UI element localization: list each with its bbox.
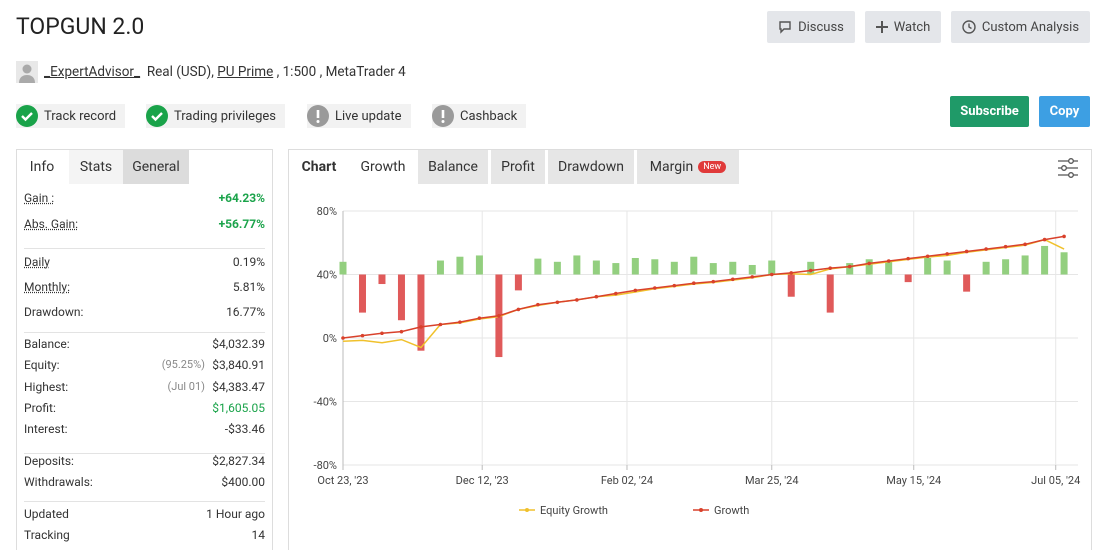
page-title: TOPGUN 2.0 — [16, 13, 145, 40]
stats-panel: Info Stats General Gain : +64.23% Abs. Gai… — [16, 149, 273, 550]
stat-label: Updated — [24, 507, 69, 521]
stat-label: Withdrawals: — [24, 475, 93, 489]
stat-label: Abs. Gain: — [24, 217, 79, 231]
stat-label: Daily — [24, 255, 50, 269]
stat-value: 5.81% — [232, 280, 265, 294]
stat-label: Interest: — [24, 422, 68, 437]
stat-value: $2,827.34 — [212, 454, 265, 468]
badge-label: Track record — [44, 108, 117, 124]
watch-button[interactable]: Watch — [865, 11, 941, 43]
subscribe-button[interactable]: Subscribe — [950, 96, 1029, 127]
avatar — [16, 61, 38, 83]
discuss-button[interactable]: Discuss — [767, 11, 855, 43]
stat-label: Monthly: — [24, 280, 70, 294]
stat-value: $1,605.05 — [212, 400, 265, 415]
stat-label: Tracking — [24, 528, 70, 542]
tab[interactable]: Margin New — [637, 150, 739, 184]
copy-button[interactable]: Copy — [1039, 96, 1090, 127]
new-badge: New — [698, 161, 727, 173]
account-details: , 1:500 , MetaTrader 4 — [276, 64, 406, 80]
stat-value: $4,032.39 — [212, 337, 265, 351]
badge: Live update — [307, 104, 411, 128]
warn-icon — [307, 105, 329, 127]
separator — [24, 501, 265, 502]
badge-label: Trading privileges — [174, 108, 276, 124]
custom-analysis-button[interactable]: Custom Analysis — [951, 11, 1090, 43]
stat-value: -$33.46 — [224, 422, 265, 437]
tab[interactable]: Info — [17, 150, 67, 184]
stat-label: Highest: — [24, 379, 69, 394]
stat-note: (Jul 01) — [167, 379, 206, 393]
stat-value: 1 Hour ago — [206, 507, 265, 521]
tab[interactable]: Drawdown — [548, 150, 634, 184]
broker-link[interactable]: PU Prime — [217, 64, 274, 80]
check-icon — [16, 105, 38, 127]
separator — [24, 332, 265, 333]
stat-label: Balance: — [24, 337, 70, 351]
button-label: Watch — [893, 19, 931, 35]
tab[interactable]: General — [123, 150, 189, 184]
separator — [24, 453, 265, 454]
settings-icon[interactable] — [1057, 158, 1079, 178]
badge-label: Live update — [335, 108, 402, 124]
stat-value: $3,840.91 — [212, 358, 265, 373]
account-type: Real (USD), — [146, 64, 214, 80]
stat-value: $400.00 — [221, 475, 265, 489]
badge: Track record — [16, 104, 126, 128]
stat-label: Equity: — [24, 358, 60, 373]
icon — [875, 21, 888, 33]
warn-icon — [432, 105, 454, 127]
icon — [962, 20, 976, 34]
tab[interactable]: Profit — [491, 150, 545, 184]
badge: Trading privileges — [146, 104, 285, 128]
separator — [24, 248, 265, 249]
button-label: Discuss — [798, 19, 844, 35]
badge-label: Cashback — [460, 108, 518, 124]
icon — [779, 21, 791, 34]
stat-value: +64.23% — [218, 191, 265, 205]
stat-label: Deposits: — [24, 454, 74, 468]
avatar-icon — [19, 64, 35, 83]
stat-label: Profit: — [24, 400, 56, 415]
stat-value: 14 — [251, 528, 266, 542]
chart-panel: Chart Growth Balance Profit Drawdown Mar… — [288, 149, 1092, 550]
account-line: _ExpertAdvisor_ Real (USD), PU Prime , 1… — [44, 64, 406, 80]
stat-value: $4,383.47 — [212, 379, 265, 394]
tab-label: Margin — [649, 159, 694, 175]
check-icon — [146, 105, 168, 127]
tab[interactable]: Balance — [418, 150, 488, 184]
stat-note: (95.25%) — [161, 358, 205, 372]
tab[interactable]: Growth — [349, 150, 417, 184]
tab-heading: Chart — [301, 159, 337, 175]
button-label: Custom Analysis — [981, 19, 1080, 35]
user-link[interactable]: _ExpertAdvisor_ — [44, 64, 141, 80]
stat-value: 16.77% — [226, 305, 265, 319]
stat-label: Drawdown: — [24, 305, 84, 319]
stat-label: Gain : — [24, 191, 55, 205]
stat-value: +56.77% — [218, 217, 265, 231]
stat-value: 0.19% — [232, 255, 265, 269]
badge: Cashback — [432, 104, 527, 128]
tab[interactable]: Stats — [69, 150, 123, 184]
